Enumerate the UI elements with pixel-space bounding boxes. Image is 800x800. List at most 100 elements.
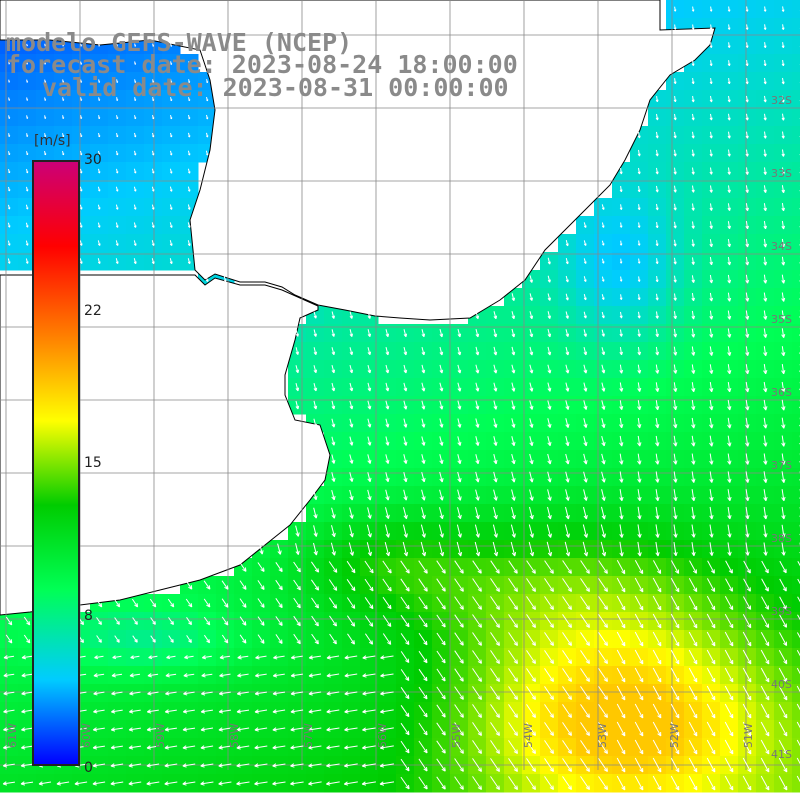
lat-label-37s: 37S (771, 459, 792, 472)
wind-arrow (203, 634, 211, 644)
wind-arrow (272, 673, 285, 678)
wind-cell (792, 450, 800, 469)
wind-arrow (344, 727, 358, 732)
wind-arrow (670, 685, 680, 701)
wind-arrow (565, 275, 569, 283)
wind-arrow (510, 524, 516, 538)
wind-arrow (655, 258, 659, 265)
wind-arrow (742, 613, 752, 629)
wind-arrow (673, 149, 677, 157)
wind-arrow (146, 709, 159, 714)
wind-arrow (475, 328, 480, 338)
wind-arrow (709, 167, 713, 175)
wind-arrow (544, 632, 554, 647)
wind-arrow (330, 542, 336, 556)
wind-arrow (362, 727, 376, 732)
wind-arrow (745, 435, 750, 447)
wind-cell (792, 72, 800, 91)
wind-arrow (691, 185, 695, 193)
wind-arrow (544, 758, 554, 773)
wind-arrow (637, 131, 641, 139)
wind-arrow (781, 238, 786, 248)
wind-arrow (619, 186, 623, 193)
wind-arrow (727, 274, 732, 284)
wind-arrow (133, 240, 137, 246)
wind-arrow (439, 364, 444, 374)
wind-arrow (796, 775, 800, 783)
wind-arrow (745, 506, 750, 520)
wind-arrow (547, 328, 552, 338)
wind-arrow (763, 381, 768, 393)
wind-arrow (472, 614, 482, 628)
wind-arrow (529, 400, 534, 410)
wind-arrow (796, 667, 800, 675)
wind-arrow (673, 346, 678, 356)
wind-arrow (111, 673, 123, 678)
wind-arrow (475, 489, 480, 501)
wind-arrow (673, 435, 678, 447)
wind-arrow (454, 614, 464, 628)
wind-arrow (655, 541, 660, 557)
wind-cell (792, 432, 800, 451)
wind-arrow (673, 293, 677, 301)
wind-arrow (151, 258, 155, 265)
wind-arrow (221, 598, 229, 608)
wind-arrow (472, 632, 482, 646)
wind-arrow (493, 489, 498, 501)
wind-arrow (655, 167, 659, 175)
wind-arrow (20, 781, 34, 786)
wind-arrow (347, 633, 355, 645)
wind-arrow (511, 382, 516, 392)
lon-label-55w: 55W (450, 723, 463, 748)
wind-arrow (781, 346, 786, 357)
wind-arrow (688, 649, 698, 665)
wind-arrow (362, 709, 376, 714)
wind-arrow (565, 453, 570, 465)
wind-arrow (727, 471, 732, 483)
wind-arrow (760, 649, 770, 665)
wind-arrow (385, 436, 390, 446)
lon-label-53w: 53W (596, 723, 609, 748)
wind-arrow (778, 775, 788, 791)
wind-arrow (652, 739, 662, 755)
wind-arrow (727, 131, 731, 139)
wind-arrow (781, 256, 786, 266)
wind-arrow (331, 329, 335, 337)
wind-arrow (438, 541, 445, 557)
wind-arrow (743, 578, 751, 592)
wind-arrow (418, 758, 428, 772)
wind-arrow (236, 691, 249, 696)
wind-arrow (562, 722, 572, 737)
wind-arrow (201, 673, 213, 678)
wind-arrow (201, 691, 213, 696)
wind-arrow (652, 649, 662, 665)
wind-arrow (366, 542, 372, 557)
wind-arrow (655, 364, 660, 374)
wind-arrow (152, 79, 155, 83)
wind-arrow (727, 328, 732, 338)
wind-arrow (634, 560, 644, 575)
wind-arrow (709, 382, 714, 393)
wind-arrow (80, 168, 83, 174)
wind-arrow (116, 97, 119, 102)
wind-arrow (44, 79, 47, 83)
wind-arrow (308, 691, 322, 696)
wind-cell (792, 306, 800, 325)
wind-arrow (493, 311, 498, 320)
wind-arrow (619, 311, 623, 319)
wind-arrow (544, 722, 554, 737)
wind-arrow (3, 745, 15, 750)
wind-arrow (508, 614, 518, 629)
wind-arrow (257, 634, 265, 644)
wind-arrow (493, 471, 498, 483)
wind-arrow (511, 506, 516, 520)
lon-label-58w: 58W (228, 723, 241, 748)
wind-arrow (21, 727, 33, 732)
wind-arrow (655, 149, 659, 157)
wind-arrow (98, 43, 100, 47)
wind-arrow (237, 673, 249, 678)
wind-arrow (7, 222, 11, 228)
wind-arrow (706, 613, 716, 629)
wind-arrow (779, 596, 787, 610)
wind-arrow (724, 685, 734, 701)
